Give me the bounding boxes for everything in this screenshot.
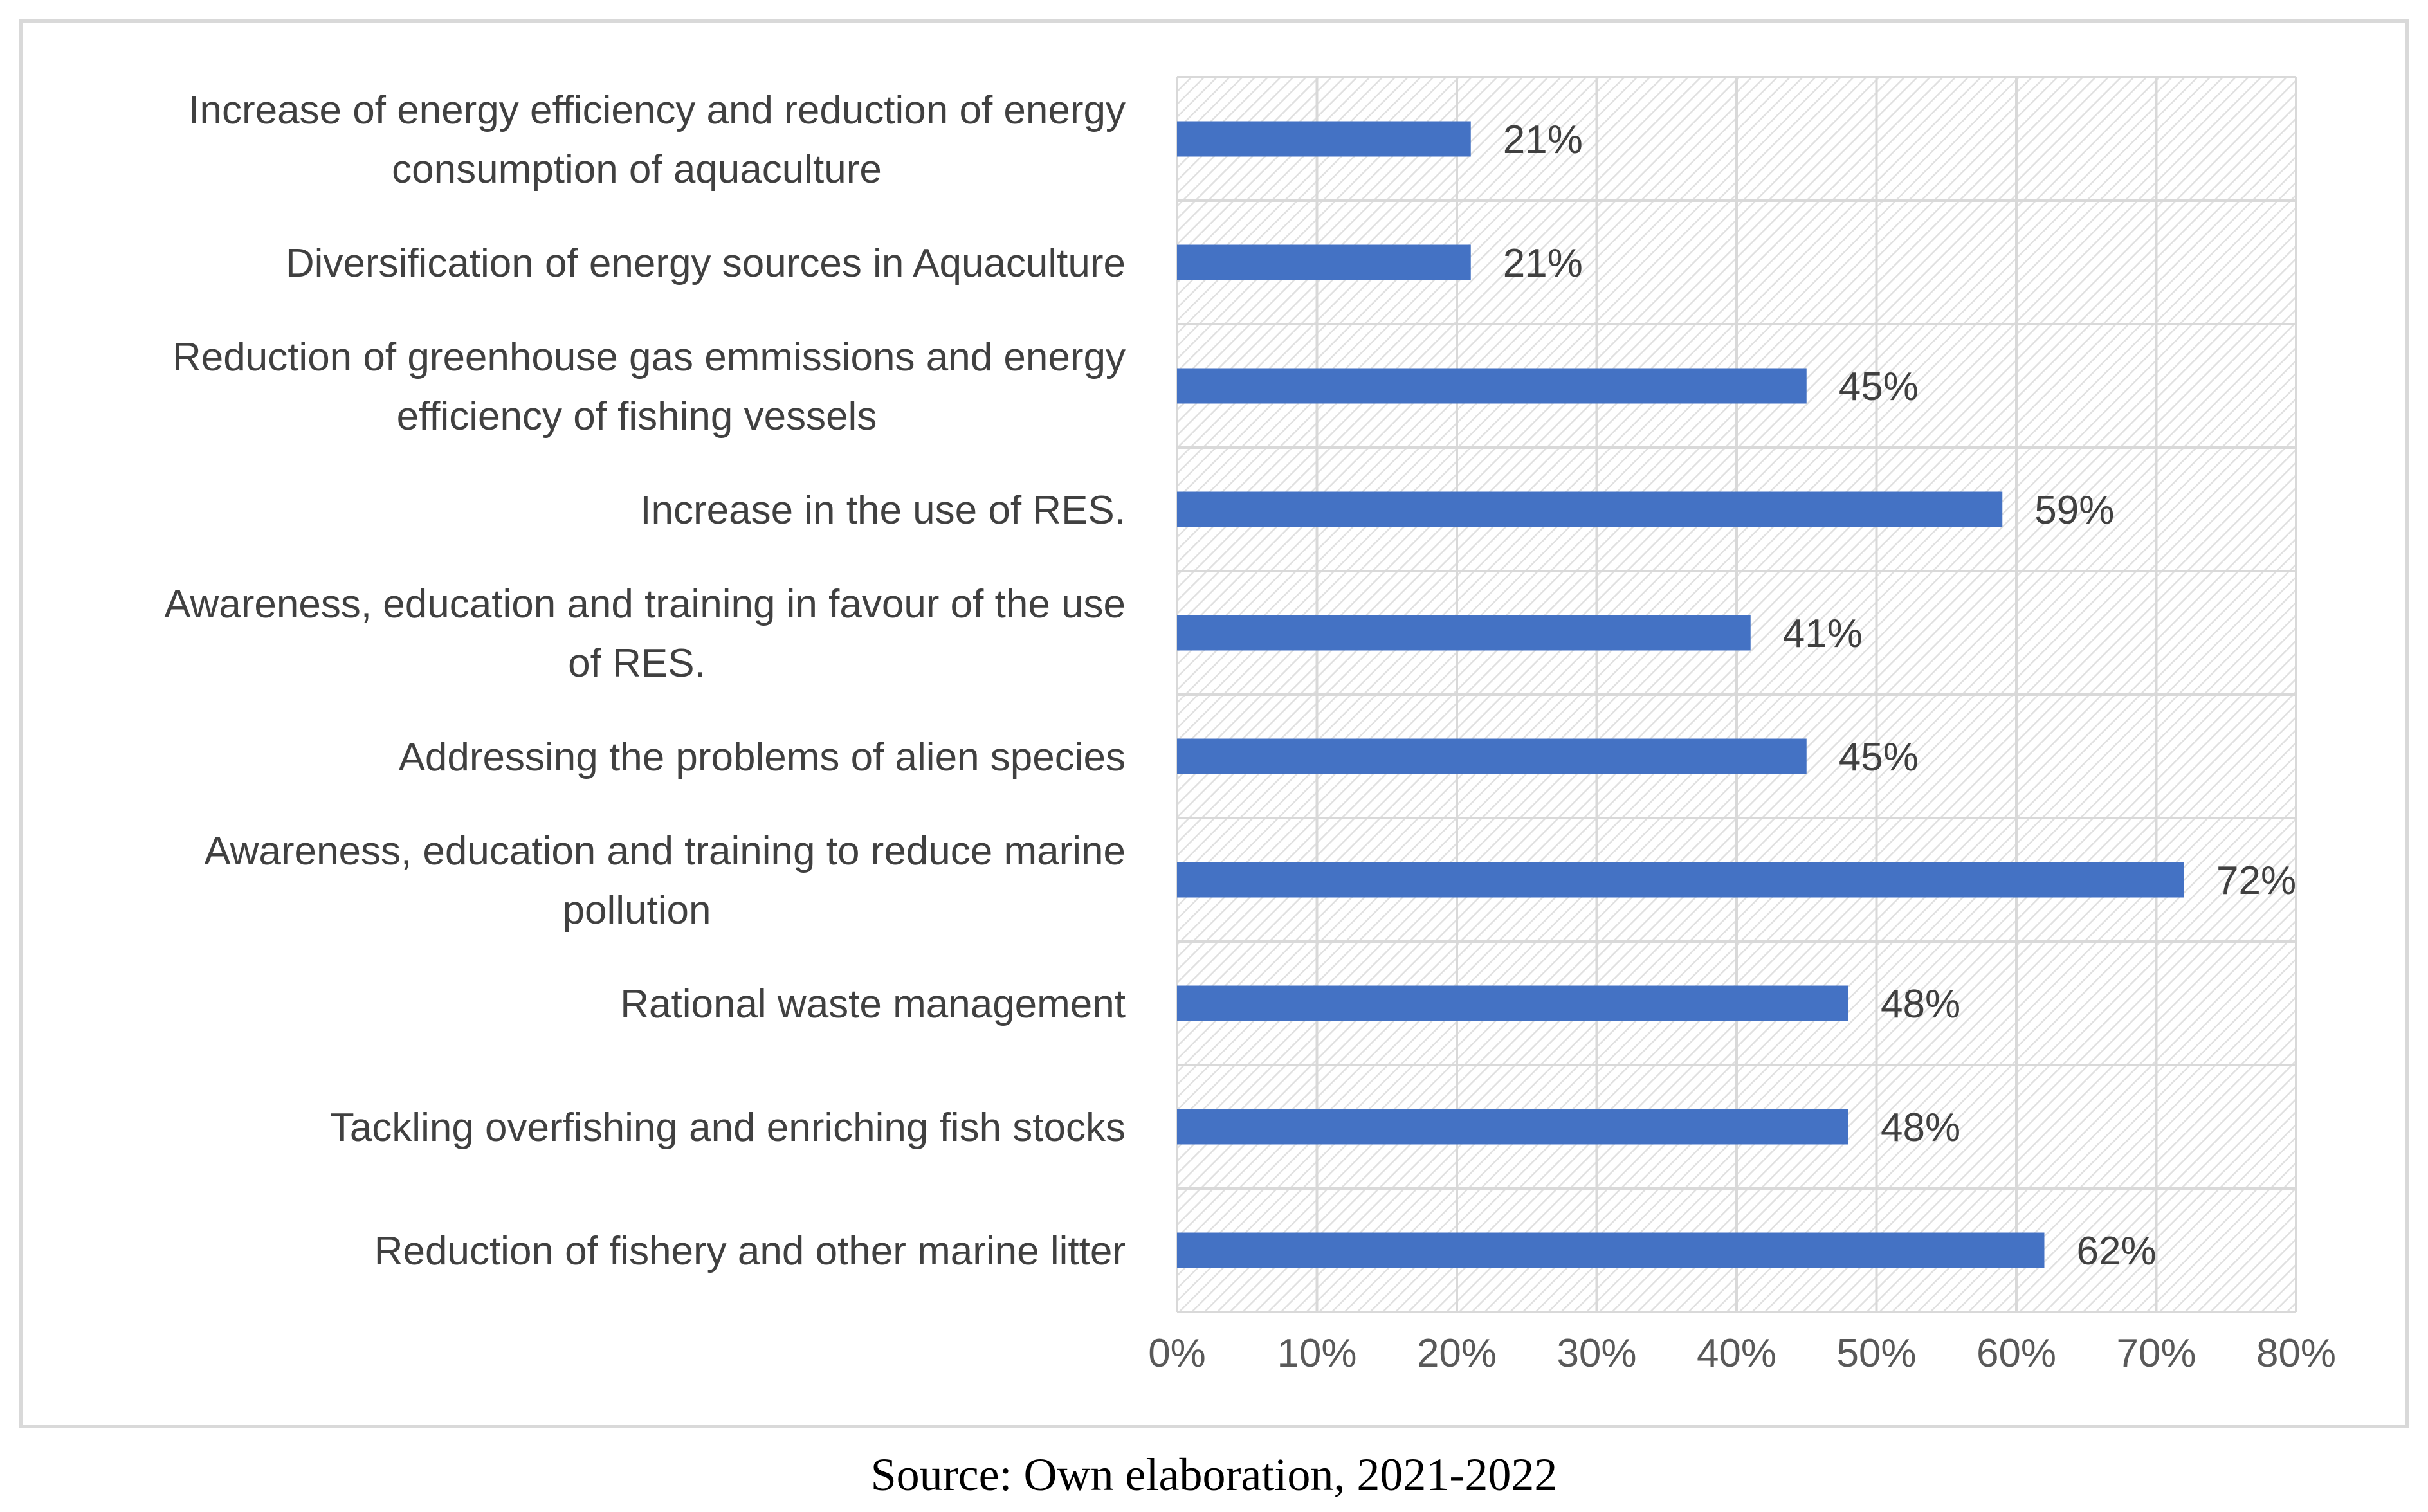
data-label: 21% — [1503, 118, 1583, 162]
category-label: Increase in the use of RES. — [640, 488, 1126, 533]
x-tick-label: 80% — [2256, 1331, 2336, 1376]
bar — [1177, 368, 1807, 404]
chart-frame: 0% 10% 20% 30% 40% 50% 60% 70% 80% 21% Increase of… — [19, 19, 2409, 1428]
bar-chart: 0% 10% 20% 30% 40% 50% 60% 70% 80% 21% Increase of… — [164, 76, 2336, 1376]
category-label: Awareness, education and training to red… — [204, 829, 1126, 873]
category-label: Tackling overfishing and enriching fish … — [330, 1106, 1126, 1150]
bar — [1177, 862, 2184, 898]
bar — [1177, 121, 1471, 157]
source-caption: Source: Own elaboration, 2021-2022 — [870, 1449, 1558, 1500]
bar — [1177, 738, 1807, 774]
data-label: 62% — [2077, 1229, 2157, 1273]
category-label: Increase of energy efficiency and reduct… — [188, 88, 1126, 132]
category-label: efficiency of fishing vessels — [397, 394, 877, 439]
data-label: 59% — [2034, 488, 2114, 533]
data-label: 48% — [1881, 1106, 1960, 1150]
data-label: 45% — [1839, 365, 1919, 409]
bar — [1177, 244, 1471, 280]
category-label: Reduction of greenhouse gas emmissions a… — [172, 335, 1126, 379]
x-tick-label: 40% — [1697, 1331, 1776, 1376]
category-label: Reduction of fishery and other marine li… — [374, 1229, 1126, 1273]
category-label: Awareness, education and training in fav… — [164, 582, 1126, 626]
x-tick-label: 0% — [1148, 1331, 1206, 1376]
category-label: pollution — [563, 888, 711, 933]
category-label: of RES. — [568, 641, 706, 686]
x-tick-label: 70% — [2116, 1331, 2196, 1376]
bar — [1177, 1109, 1848, 1145]
x-tick-label: 20% — [1417, 1331, 1497, 1376]
data-label: 45% — [1839, 735, 1919, 779]
data-label: 72% — [2216, 859, 2296, 903]
category-label: Diversification of energy sources in Aqu… — [286, 241, 1126, 286]
x-tick-label: 50% — [1836, 1331, 1916, 1376]
bar — [1177, 1232, 2045, 1268]
x-tick-label: 60% — [1976, 1331, 2056, 1376]
bar — [1177, 985, 1848, 1021]
data-label: 21% — [1503, 241, 1583, 286]
bar — [1177, 615, 1751, 651]
bar — [1177, 491, 2003, 527]
category-label: Addressing the problems of alien species — [399, 735, 1126, 779]
category-label: consumption of aquaculture — [392, 147, 882, 192]
x-tick-label: 10% — [1277, 1331, 1356, 1376]
category-label: Rational waste management — [620, 982, 1126, 1026]
data-label: 41% — [1783, 612, 1863, 656]
x-tick-label: 30% — [1556, 1331, 1636, 1376]
data-label: 48% — [1881, 982, 1960, 1026]
